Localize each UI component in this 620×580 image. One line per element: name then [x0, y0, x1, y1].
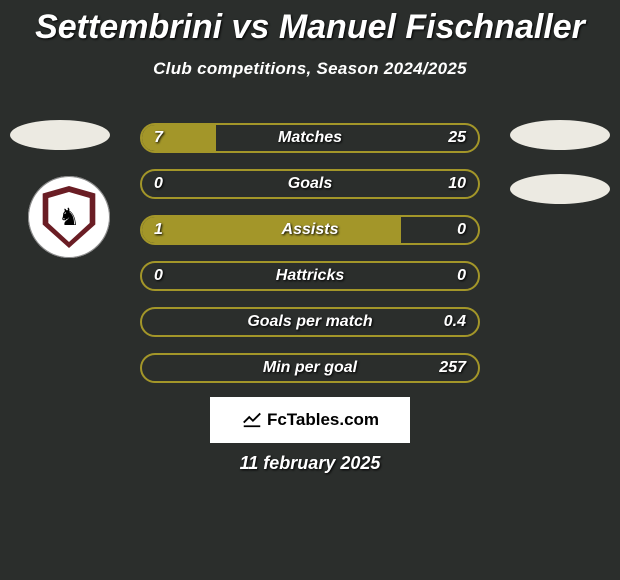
- stat-right-value: 257: [439, 359, 466, 377]
- stat-label: Min per goal: [263, 359, 357, 377]
- stat-row: 1 0 Assists: [140, 215, 480, 245]
- stat-left-value: 7: [154, 129, 163, 147]
- comparison-subtitle: Club competitions, Season 2024/2025: [0, 59, 620, 79]
- stat-label: Matches: [278, 129, 342, 147]
- stat-right-value: 0: [457, 267, 466, 285]
- stat-right-value: 10: [448, 175, 466, 193]
- club-left-badge: ♞: [28, 176, 110, 258]
- stat-label: Goals: [288, 175, 332, 193]
- generation-date: 11 february 2025: [240, 453, 381, 474]
- stat-label: Assists: [282, 221, 339, 239]
- stat-left-value: 0: [154, 267, 163, 285]
- stat-left-value: 1: [154, 221, 163, 239]
- stat-label: Hattricks: [276, 267, 344, 285]
- comparison-title: Settembrini vs Manuel Fischnaller: [0, 0, 620, 47]
- shield-icon: ♞: [41, 186, 97, 248]
- stat-row: 7 25 Matches: [140, 123, 480, 153]
- stat-label: Goals per match: [247, 313, 372, 331]
- player-left-placeholder: [10, 120, 110, 150]
- stat-row: 257 Min per goal: [140, 353, 480, 383]
- stat-right-value: 0.4: [444, 313, 466, 331]
- footer-brand-badge: FcTables.com: [210, 397, 410, 443]
- stat-left-value: 0: [154, 175, 163, 193]
- stat-right-value: 25: [448, 129, 466, 147]
- club-right-placeholder: [510, 174, 610, 204]
- stat-bar-fill: [142, 217, 401, 243]
- stat-row: 0 0 Hattricks: [140, 261, 480, 291]
- player-right-placeholder: [510, 120, 610, 150]
- footer-brand-text: FcTables.com: [267, 410, 379, 430]
- stat-row: 0 10 Goals: [140, 169, 480, 199]
- stat-row: 0.4 Goals per match: [140, 307, 480, 337]
- stat-right-value: 0: [457, 221, 466, 239]
- stats-bars: 725Matches010Goals10Assists00Hattricks0.…: [140, 123, 480, 399]
- chart-icon: [241, 407, 263, 434]
